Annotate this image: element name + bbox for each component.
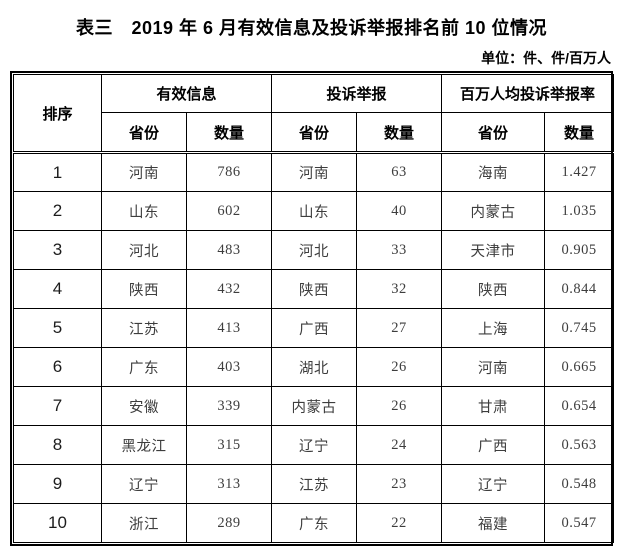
info-count-cell: 339 [185,386,273,426]
info-count-cell: 602 [185,191,273,231]
header-group-rate-per-million: 百万人均投诉举报率 [441,74,615,113]
page-title: 表三 2019 年 6 月有效信息及投诉举报排名前 10 位情况 [75,18,548,38]
rate-value-cell: 0.905 [544,230,615,270]
header-group-complaints: 投诉举报 [271,74,443,113]
rank-cell: 10 [13,503,102,543]
info-count-cell: 313 [185,464,273,504]
rate-province-cell: 甘肃 [441,386,546,426]
table-row: 8 黑龙江 315 辽宁 24 广西 0.563 [13,425,615,465]
complaint-province-cell: 山东 [271,191,358,231]
rank-cell: 7 [13,386,102,426]
header-complaint-province: 省份 [271,112,358,154]
rank-cell: 6 [13,347,102,387]
ranking-table-frame: 排序 有效信息 投诉举报 百万人均投诉举报率 省份 数量 省份 数量 省份 数量… [10,71,615,546]
info-province-cell: 陕西 [101,269,187,309]
rate-province-cell: 海南 [441,152,546,192]
info-province-cell: 浙江 [101,503,187,543]
rate-province-cell: 陕西 [441,269,546,309]
complaint-count-cell: 26 [356,347,443,387]
header-rate-province: 省份 [441,112,546,154]
table-row: 4 陕西 432 陕西 32 陕西 0.844 [13,269,615,309]
complaint-province-cell: 河北 [271,230,358,270]
rate-value-cell: 1.035 [544,191,615,231]
rate-province-cell: 河南 [441,347,546,387]
rate-value-cell: 0.654 [544,386,615,426]
header-group-valid-info: 有效信息 [100,74,273,113]
info-province-cell: 黑龙江 [101,425,187,465]
complaint-count-cell: 24 [356,425,443,465]
rate-province-cell: 辽宁 [441,464,546,504]
rank-cell: 8 [13,425,102,465]
complaint-province-cell: 辽宁 [271,425,358,465]
info-province-cell: 江苏 [101,308,187,348]
info-count-cell: 289 [185,503,273,543]
rate-province-cell: 内蒙古 [441,191,546,231]
info-count-cell: 786 [185,152,273,192]
rank-cell: 9 [13,464,102,504]
header-info-count: 数量 [185,112,273,154]
rate-value-cell: 0.548 [544,464,615,504]
unit-note: 单位：件、件/百万人 [481,50,611,66]
header-complaint-count: 数量 [356,112,443,154]
rate-province-cell: 上海 [441,308,546,348]
rank-cell: 4 [13,269,102,309]
rank-cell: 2 [13,191,102,231]
rate-province-cell: 广西 [441,425,546,465]
rate-province-cell: 福建 [441,503,546,543]
table-row: 3 河北 483 河北 33 天津市 0.905 [13,230,615,270]
rank-cell: 1 [13,152,102,192]
complaint-province-cell: 湖北 [271,347,358,387]
complaint-province-cell: 河南 [271,152,358,192]
header-rank: 排序 [13,74,102,154]
info-count-cell: 403 [185,347,273,387]
rank-cell: 5 [13,308,102,348]
table-row: 5 江苏 413 广西 27 上海 0.745 [13,308,615,348]
complaint-province-cell: 内蒙古 [271,386,358,426]
rank-cell: 3 [13,230,102,270]
table-row: 1 河南 786 河南 63 海南 1.427 [13,152,615,192]
table-row: 10 浙江 289 广东 22 福建 0.547 [13,503,615,543]
complaint-province-cell: 广西 [271,308,358,348]
header-rate-count: 数量 [544,112,615,154]
complaint-province-cell: 广东 [271,503,358,543]
rate-value-cell: 1.427 [544,152,615,192]
rate-value-cell: 0.563 [544,425,615,465]
rate-value-cell: 0.665 [544,347,615,387]
complaint-province-cell: 江苏 [271,464,358,504]
complaint-count-cell: 22 [356,503,443,543]
rate-value-cell: 0.844 [544,269,615,309]
info-province-cell: 广东 [101,347,187,387]
complaint-province-cell: 陕西 [271,269,358,309]
info-count-cell: 315 [185,425,273,465]
rate-value-cell: 0.547 [544,503,615,543]
info-province-cell: 辽宁 [101,464,187,504]
info-count-cell: 432 [185,269,273,309]
rate-value-cell: 0.745 [544,308,615,348]
complaint-count-cell: 63 [356,152,443,192]
complaint-count-cell: 32 [356,269,443,309]
ranking-table-body: 1 河南 786 河南 63 海南 1.427 2 山东 602 山东 40 内… [13,152,615,543]
table-row: 7 安徽 339 内蒙古 26 甘肃 0.654 [13,386,615,426]
ranking-table: 排序 有效信息 投诉举报 百万人均投诉举报率 省份 数量 省份 数量 省份 数量… [13,74,615,543]
complaint-count-cell: 40 [356,191,443,231]
table-row: 6 广东 403 湖北 26 河南 0.665 [13,347,615,387]
complaint-count-cell: 23 [356,464,443,504]
table-row: 9 辽宁 313 江苏 23 辽宁 0.548 [13,464,615,504]
info-province-cell: 河南 [101,152,187,192]
complaint-count-cell: 33 [356,230,443,270]
complaint-count-cell: 27 [356,308,443,348]
info-count-cell: 413 [185,308,273,348]
info-province-cell: 山东 [101,191,187,231]
rate-province-cell: 天津市 [441,230,546,270]
complaint-count-cell: 26 [356,386,443,426]
info-province-cell: 河北 [101,230,187,270]
info-province-cell: 安徽 [101,386,187,426]
header-info-province: 省份 [101,112,187,154]
table-row: 2 山东 602 山东 40 内蒙古 1.035 [13,191,615,231]
info-count-cell: 483 [185,230,273,270]
